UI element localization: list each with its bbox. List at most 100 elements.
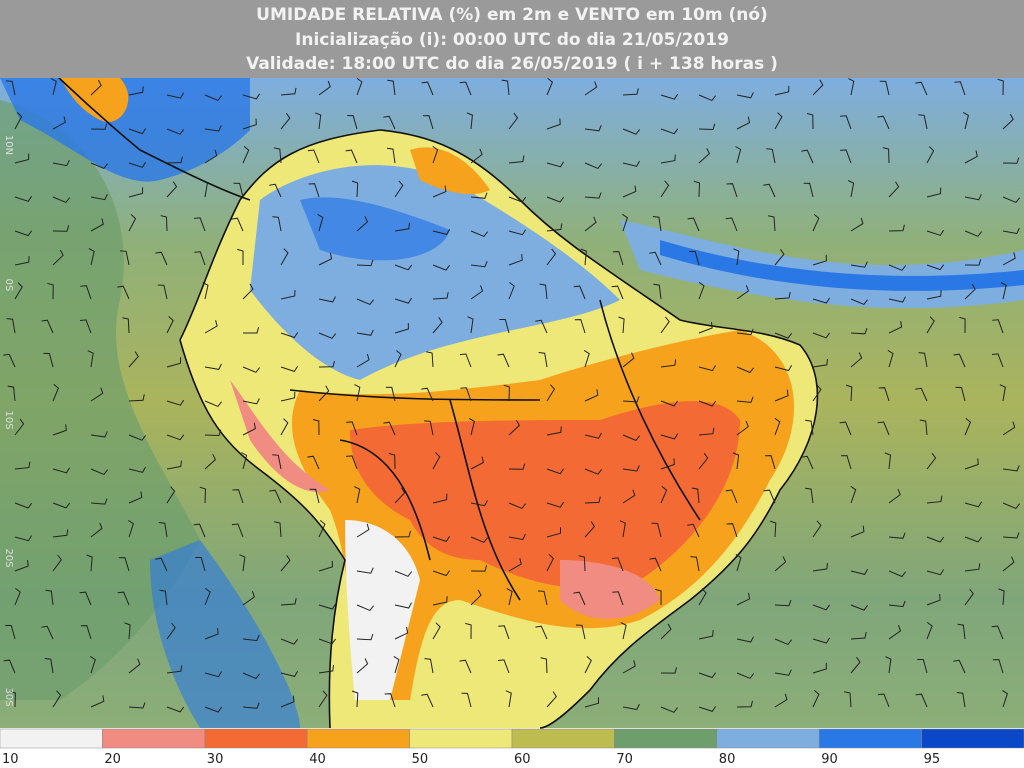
wind-barb bbox=[312, 419, 320, 436]
wind-barb bbox=[964, 418, 972, 436]
wind-barb bbox=[204, 588, 211, 606]
wind-barb bbox=[877, 693, 890, 708]
wind-barb bbox=[655, 588, 662, 606]
wind-barb bbox=[660, 433, 679, 440]
wind-barb bbox=[394, 602, 412, 609]
wind-barb bbox=[272, 216, 282, 232]
wind-barb bbox=[584, 521, 596, 538]
wind-barb bbox=[687, 217, 700, 232]
wind-barb bbox=[90, 522, 103, 538]
wind-barb bbox=[470, 565, 488, 572]
wind-barb bbox=[888, 296, 906, 303]
wind-barb bbox=[926, 622, 933, 640]
wind-barb bbox=[774, 291, 791, 300]
wind-barb bbox=[318, 296, 336, 303]
wind-barb bbox=[354, 486, 361, 504]
wind-barb bbox=[90, 162, 108, 170]
wind-barb bbox=[356, 353, 370, 368]
wind-barb bbox=[90, 431, 108, 438]
wind-barb bbox=[736, 366, 754, 374]
wind-barb bbox=[1002, 556, 1015, 572]
wind-barb bbox=[128, 214, 137, 232]
wind-barb bbox=[193, 523, 206, 538]
wind-barb bbox=[128, 162, 147, 168]
wind-barb bbox=[90, 498, 108, 505]
wind-barb bbox=[6, 318, 16, 334]
wind-barb bbox=[774, 669, 792, 676]
wind-barb bbox=[584, 125, 602, 132]
wind-barb bbox=[242, 702, 260, 709]
wind-barb bbox=[318, 385, 330, 402]
wind-barb bbox=[356, 523, 370, 538]
wind-barb bbox=[52, 424, 67, 436]
wind-barb bbox=[812, 690, 820, 708]
venezuela-dry bbox=[410, 147, 490, 195]
wind-barb bbox=[774, 365, 793, 372]
wind-barb bbox=[546, 468, 565, 475]
latitude-label: 0S bbox=[3, 279, 14, 292]
wind-barb bbox=[280, 332, 299, 339]
latitude-label: 30S bbox=[3, 687, 14, 706]
wind-barb bbox=[318, 603, 337, 610]
wind-barb bbox=[693, 180, 701, 198]
wind-barb bbox=[204, 429, 222, 437]
wind-barb bbox=[812, 562, 828, 572]
wind-barb bbox=[204, 628, 219, 640]
wind-barb bbox=[1002, 157, 1020, 164]
wind-barb bbox=[280, 289, 296, 300]
wind-barb bbox=[953, 659, 966, 674]
wind-barbs bbox=[3, 77, 1020, 713]
wind-barb bbox=[660, 359, 677, 368]
wind-barb bbox=[651, 522, 662, 538]
wind-barb bbox=[387, 79, 396, 96]
wind-barb bbox=[847, 180, 855, 198]
wind-barb bbox=[166, 399, 185, 406]
wind-barb bbox=[43, 352, 54, 368]
wind-barb bbox=[394, 626, 409, 640]
wind-barb bbox=[508, 254, 523, 266]
colorbar-segment bbox=[204, 728, 308, 749]
wind-barb bbox=[432, 493, 448, 504]
wind-barb bbox=[308, 183, 320, 198]
wind-barb bbox=[432, 292, 449, 300]
latitude-label: 10N bbox=[3, 135, 14, 155]
wind-barb bbox=[199, 486, 207, 504]
wind-barb bbox=[962, 111, 969, 130]
wind-barb bbox=[383, 421, 396, 436]
wind-barb bbox=[1000, 282, 1007, 300]
wind-barb bbox=[468, 417, 475, 436]
wind-barb bbox=[919, 419, 928, 436]
wind-barb bbox=[652, 216, 662, 232]
wind-barb bbox=[850, 604, 868, 611]
wind-barb bbox=[622, 128, 640, 135]
wind-barb bbox=[501, 79, 510, 96]
colorbar: 10 20 30 40 50 60 70 80 90 95 bbox=[0, 728, 1024, 767]
wind-barb bbox=[964, 194, 982, 201]
wind-barb bbox=[3, 353, 16, 368]
wind-barb bbox=[318, 332, 337, 339]
wind-barb bbox=[964, 230, 982, 237]
wind-barb bbox=[774, 112, 783, 130]
wind-barb bbox=[537, 590, 548, 606]
wind-barb bbox=[346, 455, 358, 470]
wind-barb bbox=[926, 264, 945, 271]
colorbar-segment bbox=[409, 728, 513, 749]
wind-barb bbox=[508, 282, 515, 300]
wind-barb bbox=[356, 604, 374, 612]
wind-barb bbox=[812, 332, 831, 339]
wind-barb bbox=[508, 533, 526, 541]
wind-barb bbox=[1002, 421, 1016, 436]
wind-barb bbox=[242, 591, 255, 606]
wind-barb bbox=[888, 570, 906, 578]
wind-barb bbox=[432, 185, 447, 198]
wind-barb bbox=[158, 522, 168, 538]
wind-barb bbox=[774, 85, 790, 96]
wind-barb bbox=[41, 319, 54, 334]
wind-barb bbox=[318, 360, 335, 368]
wind-barb bbox=[698, 365, 716, 372]
wind-barb bbox=[6, 80, 16, 96]
wind-barb bbox=[202, 282, 209, 300]
colorbar-label: 90 bbox=[821, 752, 838, 767]
wind-barb bbox=[351, 690, 359, 708]
wind-barb bbox=[918, 114, 928, 130]
